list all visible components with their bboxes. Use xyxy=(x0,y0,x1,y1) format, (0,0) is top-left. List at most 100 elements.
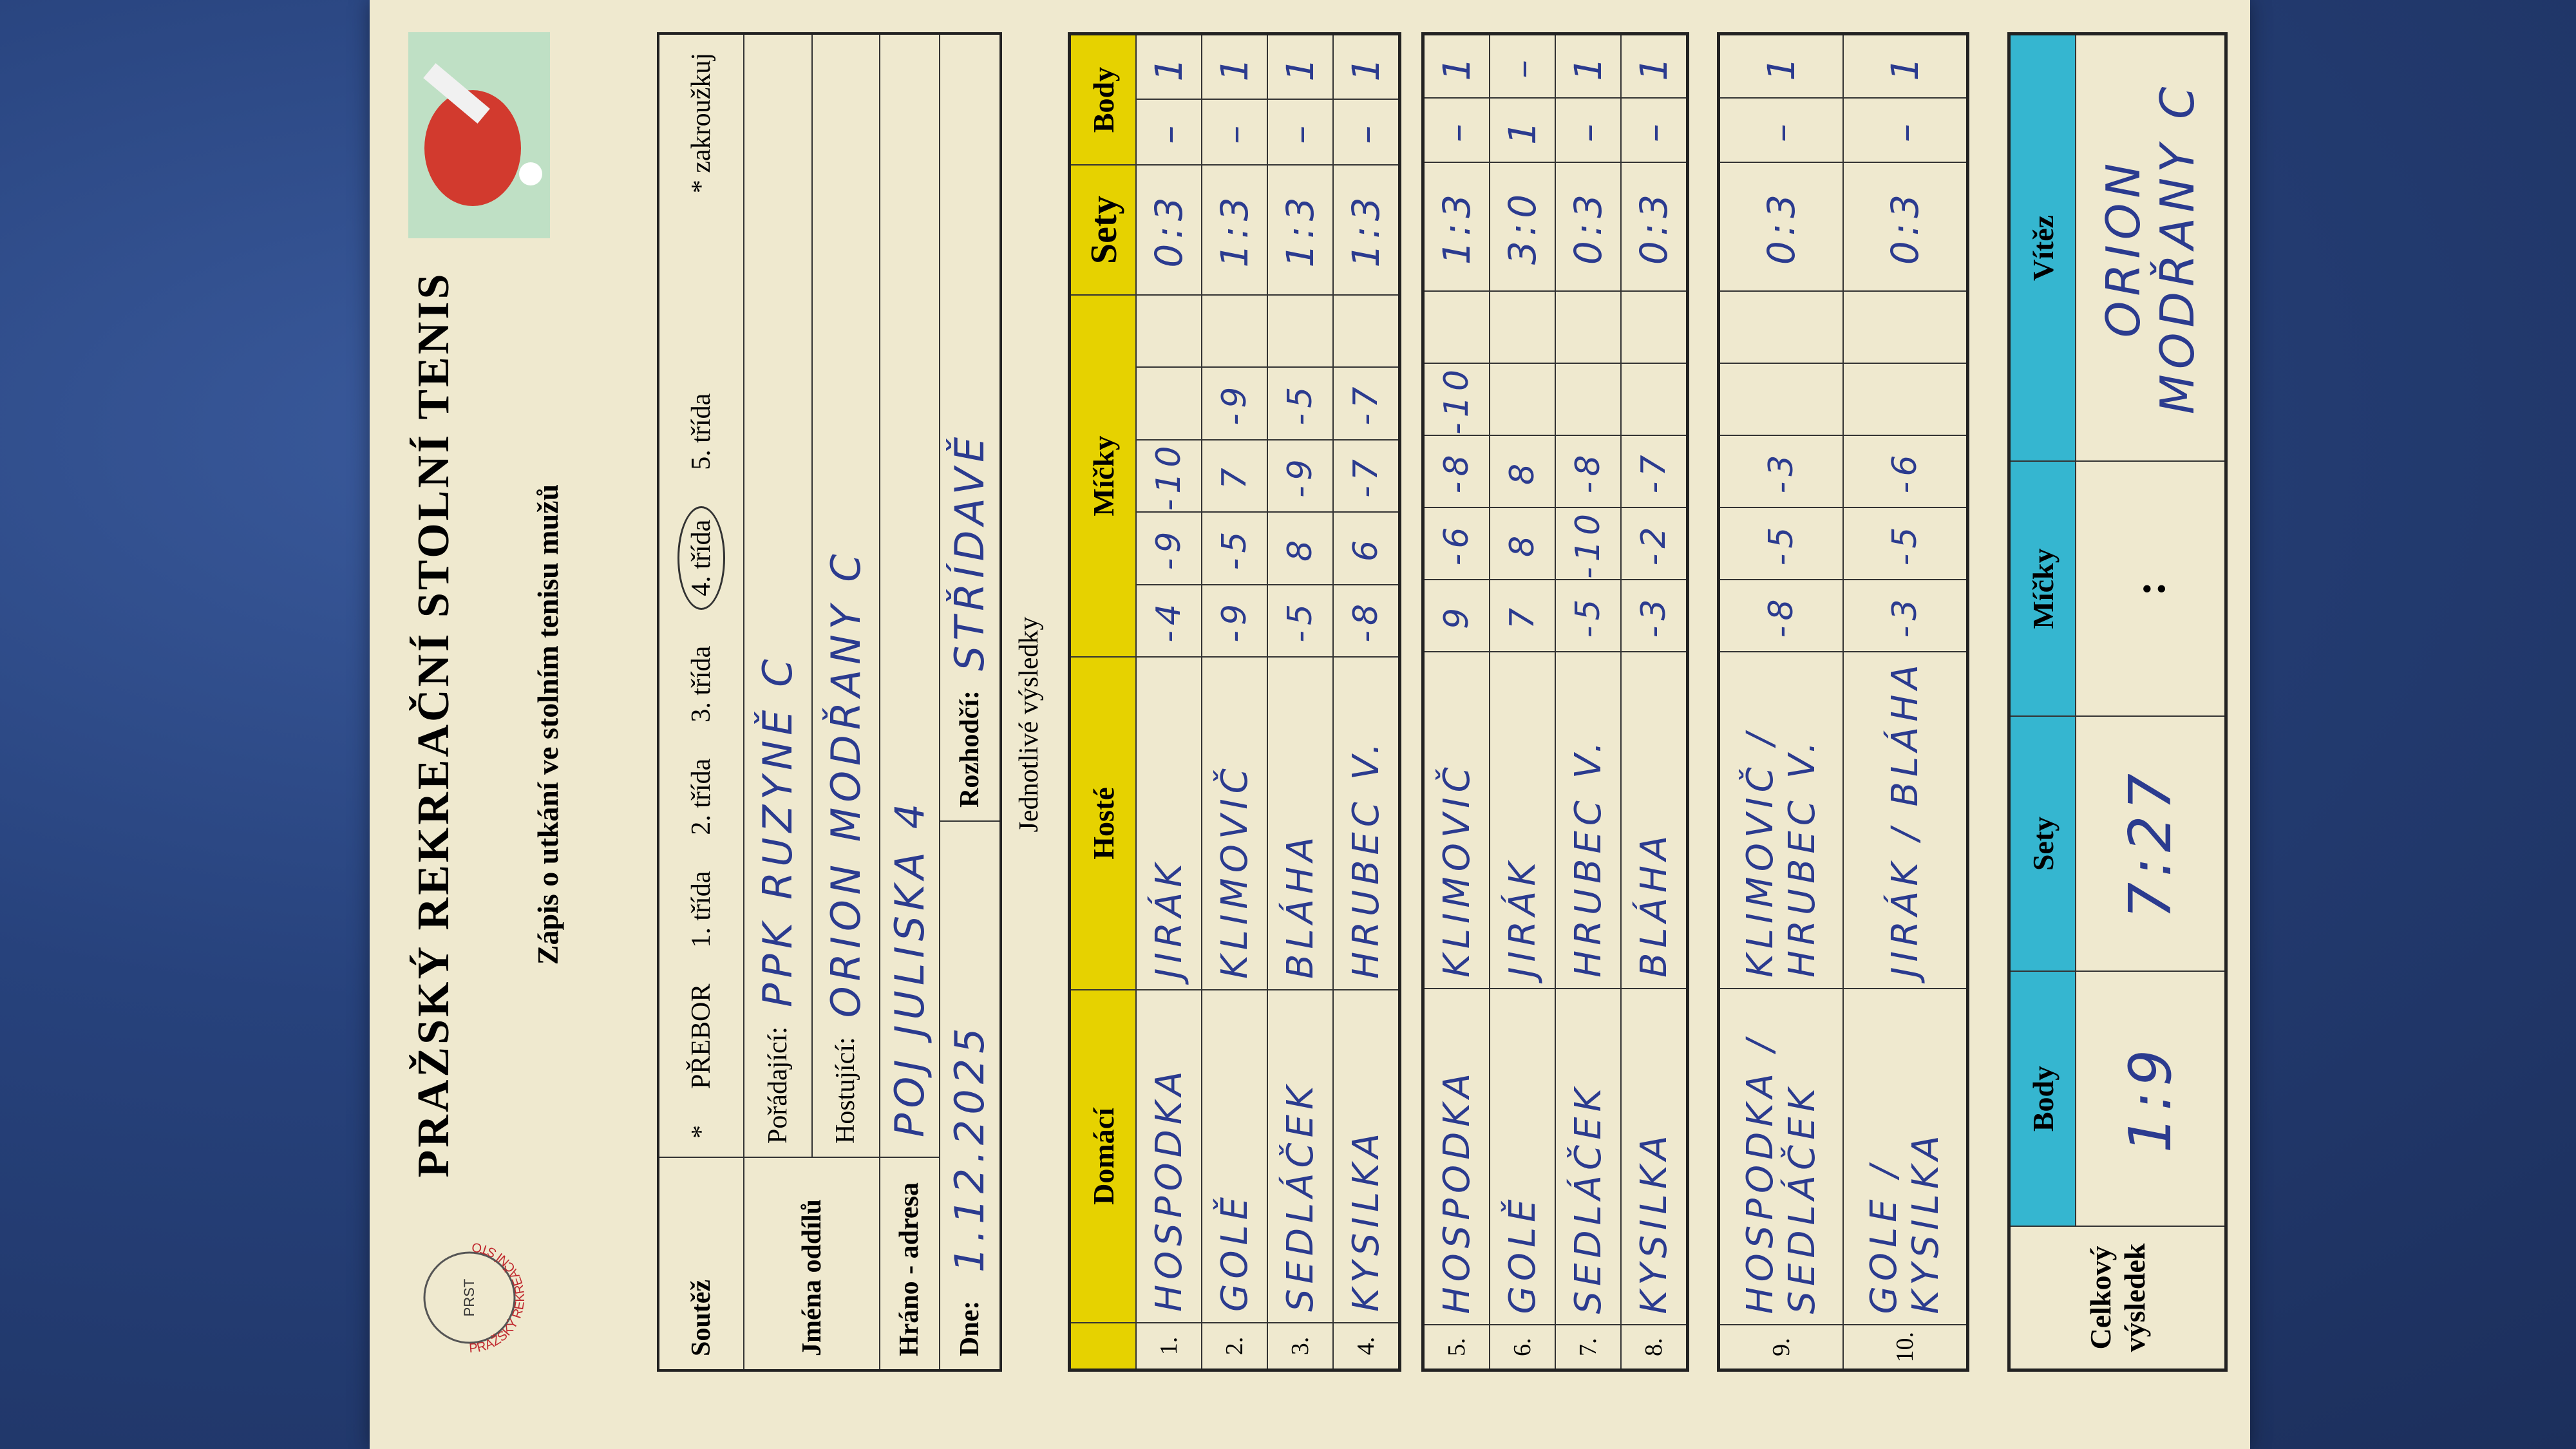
game-score: -2 xyxy=(1621,507,1688,580)
game-score xyxy=(1333,295,1400,368)
page-title: PRAŽSKÝ REKREAČNÍ STOLNÍ TENIS xyxy=(409,271,459,1178)
game-score: 7 xyxy=(1490,580,1555,652)
prst-logo: PRAŽSKÝ REKREAČNÍ STOLNÍ TENIS PRST xyxy=(395,1240,527,1372)
results-table-3: 9. HOSPODKA / SEDLÁČEK KLIMOVIČ / HRUBEC V… xyxy=(1717,32,1969,1372)
home-club-label: Pořádající: xyxy=(762,1027,793,1144)
guest-points: 1 xyxy=(1202,33,1267,100)
option-2: 2. třída xyxy=(687,758,716,835)
guest-club-label: Hostující: xyxy=(831,1037,861,1144)
game-score xyxy=(1136,367,1202,440)
sets-score: 1:3 xyxy=(1333,165,1400,295)
game-score: 6 xyxy=(1333,512,1400,585)
sets-score: 1:3 xyxy=(1267,165,1333,295)
guest-points: 1 xyxy=(1555,33,1621,99)
game-score xyxy=(1267,295,1333,368)
game-score xyxy=(1718,363,1843,436)
home-points: – xyxy=(1136,99,1202,165)
competition-label: Soutěž xyxy=(659,1157,743,1369)
game-score xyxy=(1202,295,1267,368)
game-score xyxy=(1555,291,1621,364)
game-score: -10 xyxy=(1136,439,1202,513)
home-player: KYSILKA xyxy=(1621,989,1688,1325)
total-balls-label: Míčky xyxy=(2009,461,2076,716)
game-score: -5 xyxy=(1267,584,1333,657)
section-label: Jednotlivé výsledky xyxy=(1014,616,1044,833)
home-player: GOLE / KYSILKA xyxy=(1843,989,1968,1325)
guest-points: 1 xyxy=(1267,33,1333,100)
game-score: 8 xyxy=(1490,507,1555,580)
game-score xyxy=(1621,291,1688,364)
guest-points: 1 xyxy=(1621,33,1688,99)
match-number: 5. xyxy=(1423,1325,1490,1370)
game-score xyxy=(1423,291,1490,364)
game-score: 8 xyxy=(1490,435,1555,508)
home-player: HOSPODKA xyxy=(1423,989,1490,1325)
total-result-table: Celkový výsledek Body Sety Míčky Vítěz 1… xyxy=(2007,32,2228,1372)
game-score: -4 xyxy=(1136,584,1202,657)
game-score: 8 xyxy=(1267,512,1333,585)
guest-player: JIRÁK xyxy=(1136,657,1202,990)
header-guest: Hosté xyxy=(1069,657,1136,990)
header-balls: Míčky xyxy=(1069,295,1136,657)
paddle-image xyxy=(408,32,550,238)
home-player: SEDLÁČEK xyxy=(1555,989,1621,1325)
clubs-label: Jména oddílů xyxy=(744,1157,880,1369)
home-player: KYSILKA xyxy=(1333,990,1400,1323)
referee-value: STŘÍDAVĚ xyxy=(946,431,994,671)
game-score: -7 xyxy=(1333,367,1400,440)
match-number: 8. xyxy=(1621,1325,1688,1370)
match-number: 10. xyxy=(1843,1325,1968,1370)
game-score: -9 xyxy=(1136,512,1202,585)
sets-score: 0:3 xyxy=(1555,162,1621,292)
note: * zakroužkuj xyxy=(687,53,716,194)
total-points: 1:9 xyxy=(2076,971,2226,1226)
game-score: -5 xyxy=(1267,367,1333,440)
game-score xyxy=(1621,363,1688,436)
result-row: 3. SEDLÁČEK BLÁHA -5 8 -9 -5 1:3–1 xyxy=(1267,33,1333,1370)
match-number: 9. xyxy=(1718,1325,1843,1370)
guest-points: 1 xyxy=(1843,33,1968,99)
game-score: -8 xyxy=(1333,584,1400,657)
guest-player: KLIMOVIČ xyxy=(1202,657,1267,990)
result-row: 9. HOSPODKA / SEDLÁČEK KLIMOVIČ / HRUBEC V… xyxy=(1718,33,1843,1370)
game-score: -7 xyxy=(1621,435,1688,508)
game-score: -9 xyxy=(1267,439,1333,513)
sets-score: 1:3 xyxy=(1202,165,1267,295)
address-row: Hráno - adresa POJ JULISKA 4 xyxy=(880,35,940,1369)
home-player: HOSPODKA / SEDLÁČEK xyxy=(1718,989,1843,1325)
match-number: 4. xyxy=(1333,1323,1400,1370)
result-row: 7. SEDLÁČEK HRUBEC V. -5 -10 -8 0:3–1 xyxy=(1555,33,1621,1370)
game-score: -3 xyxy=(1621,580,1688,652)
game-score: 9 xyxy=(1423,580,1490,652)
home-player: SEDLÁČEK xyxy=(1267,990,1333,1323)
total-balls: : xyxy=(2076,461,2226,716)
game-score xyxy=(1555,363,1621,436)
game-score xyxy=(1843,363,1968,436)
clubs-row: Jména oddílů Pořádající: PPK RUZYNĚ C Hos… xyxy=(744,35,881,1369)
game-score xyxy=(1490,291,1555,364)
game-score xyxy=(1718,291,1843,364)
sets-score: 1:3 xyxy=(1423,162,1490,292)
match-report-paper: PRAŽSKÝ REKREAČNÍ STOLNÍ TENIS PRST PRAŽ… xyxy=(370,0,2250,1449)
game-score: -3 xyxy=(1718,435,1843,508)
sets-score: 0:3 xyxy=(1843,162,1968,292)
winner: ORION MODŘANY C xyxy=(2076,33,2226,461)
address-label: Hráno - adresa xyxy=(880,1157,939,1369)
match-info-table: Soutěž * PŘEBOR 1. třída 2. třída 3. tří… xyxy=(657,32,1002,1372)
home-points: – xyxy=(1267,99,1333,165)
game-score: -5 xyxy=(1718,507,1843,580)
sets-score: 3:0 xyxy=(1490,162,1555,292)
guest-points: 1 xyxy=(1333,33,1400,100)
page-subtitle: Zápis o utkání ve stolním tenisu mužů xyxy=(531,484,564,965)
results-table-1: Domácí Hosté Míčky Sety Body 1. HOSPODKA J… xyxy=(1068,32,1401,1372)
home-points: – xyxy=(1843,98,1968,163)
game-score: -5 xyxy=(1843,507,1968,580)
address-value: POJ JULISKA 4 xyxy=(886,798,933,1137)
game-score: -8 xyxy=(1555,435,1621,508)
game-score xyxy=(1843,291,1968,364)
guest-player: KLIMOVIČ xyxy=(1423,652,1490,989)
guest-points: – xyxy=(1490,33,1555,99)
game-score: -7 xyxy=(1333,439,1400,513)
game-score: -6 xyxy=(1423,507,1490,580)
guest-player: KLIMOVIČ / HRUBEC V. xyxy=(1718,652,1843,989)
